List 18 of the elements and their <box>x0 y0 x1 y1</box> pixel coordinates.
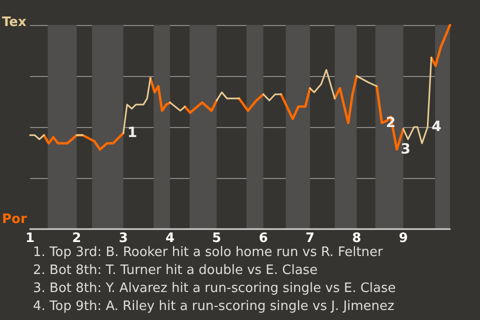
annotation: 1 <box>127 125 138 142</box>
x-tick-label: 9 <box>398 231 408 246</box>
x-tick-label: 2 <box>72 231 82 246</box>
text: Por <box>2 212 28 227</box>
x-tick-label: 5 <box>212 231 222 246</box>
text: Tex <box>2 15 27 30</box>
x-tick-label: 6 <box>258 231 268 246</box>
text: 1. Top 3rd: B. Rooker hit a solo home run vs R. Feltner <box>33 245 384 260</box>
x-tick-label: 4 <box>165 231 175 246</box>
text: 2. Bot 8th: T. Turner hit a double vs E. Clase <box>33 263 318 278</box>
annotation: 3 <box>400 141 411 158</box>
x-tick-label: 8 <box>352 231 362 246</box>
text: 4. Top 9th: A. Riley hit a run-scoring single vs J. Jimenez <box>33 299 395 314</box>
x-tick-label: 3 <box>118 231 128 246</box>
x-tick-label: 7 <box>305 231 315 246</box>
x-tick-label: 1 <box>25 231 35 246</box>
text: 3. Bot 8th: Y. Alvarez hit a run-scoring single vs E. Clase <box>33 281 396 296</box>
annotation: 4 <box>432 119 442 135</box>
